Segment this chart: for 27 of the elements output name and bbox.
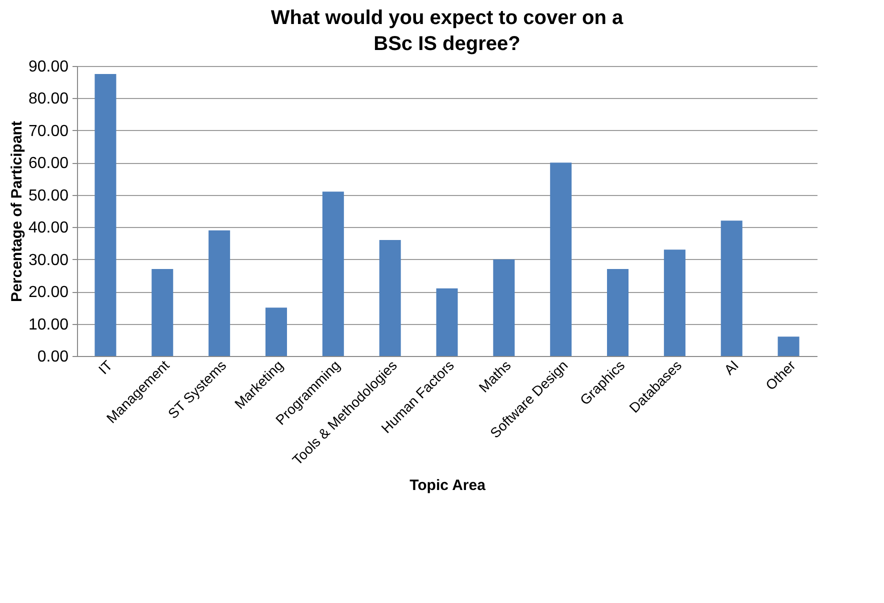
y-tick-label: 90.00 <box>28 58 69 76</box>
y-tick-label: 20.00 <box>28 284 69 302</box>
y-axis-title: Percentage of Participant <box>8 121 26 302</box>
x-tick-label: AI <box>720 357 742 378</box>
bar <box>94 74 116 356</box>
bar <box>607 269 629 356</box>
y-tick-label: 70.00 <box>28 122 69 140</box>
bar <box>265 308 287 356</box>
y-tick-label: 30.00 <box>28 252 69 269</box>
bar <box>152 269 174 356</box>
x-axis-title: Topic Area <box>410 477 486 494</box>
y-tick-label: 50.00 <box>28 187 69 204</box>
bar <box>322 192 344 356</box>
bar <box>208 230 230 356</box>
y-tick-label: 40.00 <box>28 220 69 237</box>
y-tick-label: 80.00 <box>28 90 69 108</box>
y-tick-label: 10.00 <box>28 316 69 334</box>
chart-title: What would you expect to cover on a BSc IS degree? <box>270 7 624 55</box>
bar <box>664 250 686 356</box>
bar <box>720 220 742 356</box>
bar <box>379 240 401 356</box>
y-tick-label: 60.00 <box>28 155 69 172</box>
y-tick-label: 0.00 <box>37 348 69 366</box>
bar <box>778 336 800 356</box>
bar <box>493 259 515 356</box>
bar <box>436 288 458 356</box>
bar <box>550 162 572 356</box>
